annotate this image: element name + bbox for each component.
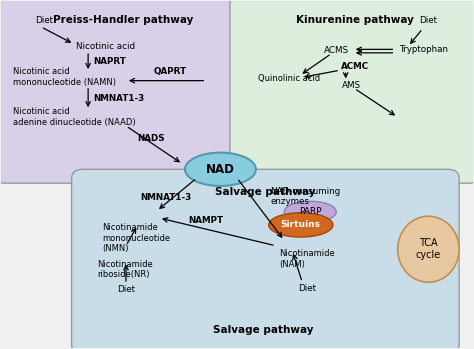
Text: Diet: Diet — [419, 16, 438, 25]
Ellipse shape — [269, 213, 333, 237]
Text: NADS: NADS — [137, 134, 164, 142]
Text: NAD-consuming
enzymes: NAD-consuming enzymes — [270, 187, 340, 206]
Text: Nicotinic acid
mononucleotide (NAMN): Nicotinic acid mononucleotide (NAMN) — [12, 67, 116, 87]
Ellipse shape — [284, 201, 336, 222]
Text: Quinolinic acid: Quinolinic acid — [258, 74, 320, 83]
Text: NAPRT: NAPRT — [93, 57, 126, 66]
Ellipse shape — [185, 153, 256, 186]
Text: Nicotinic acid
adenine dinucleotide (NAAD): Nicotinic acid adenine dinucleotide (NAA… — [12, 107, 135, 127]
FancyBboxPatch shape — [72, 169, 459, 349]
Text: Sirtuins: Sirtuins — [281, 221, 321, 229]
Text: TCA
cycle: TCA cycle — [416, 238, 441, 260]
Text: ACMC: ACMC — [341, 62, 369, 71]
Text: PARP: PARP — [299, 207, 321, 216]
FancyBboxPatch shape — [0, 0, 254, 183]
FancyBboxPatch shape — [230, 0, 474, 183]
Text: NAMPT: NAMPT — [189, 216, 224, 225]
Text: Kinurenine pathway: Kinurenine pathway — [296, 15, 414, 24]
Text: Diet: Diet — [117, 285, 135, 294]
Text: Diet: Diet — [35, 16, 53, 25]
Text: Nicotinamide
riboside(NR): Nicotinamide riboside(NR) — [98, 260, 153, 279]
Text: Diet: Diet — [298, 284, 316, 293]
Text: Salvage pathway: Salvage pathway — [215, 187, 316, 197]
Text: Preiss-Handler pathway: Preiss-Handler pathway — [54, 15, 194, 24]
Text: Nicotinamide
(NAM): Nicotinamide (NAM) — [280, 249, 335, 269]
Text: NAD: NAD — [206, 163, 235, 176]
Text: Salvage pathway: Salvage pathway — [213, 325, 313, 335]
Ellipse shape — [398, 216, 459, 282]
Text: Nicotinamide
mononucleotide
(NMN): Nicotinamide mononucleotide (NMN) — [102, 223, 171, 253]
Text: NMNAT1-3: NMNAT1-3 — [140, 193, 191, 202]
Text: AMS: AMS — [342, 81, 362, 90]
Text: Tryptophan: Tryptophan — [399, 45, 447, 54]
Text: Nicotinic acid: Nicotinic acid — [76, 42, 136, 51]
Text: NMNAT1-3: NMNAT1-3 — [93, 94, 144, 103]
Text: ACMS: ACMS — [324, 46, 349, 54]
Text: QAPRT: QAPRT — [153, 67, 186, 76]
